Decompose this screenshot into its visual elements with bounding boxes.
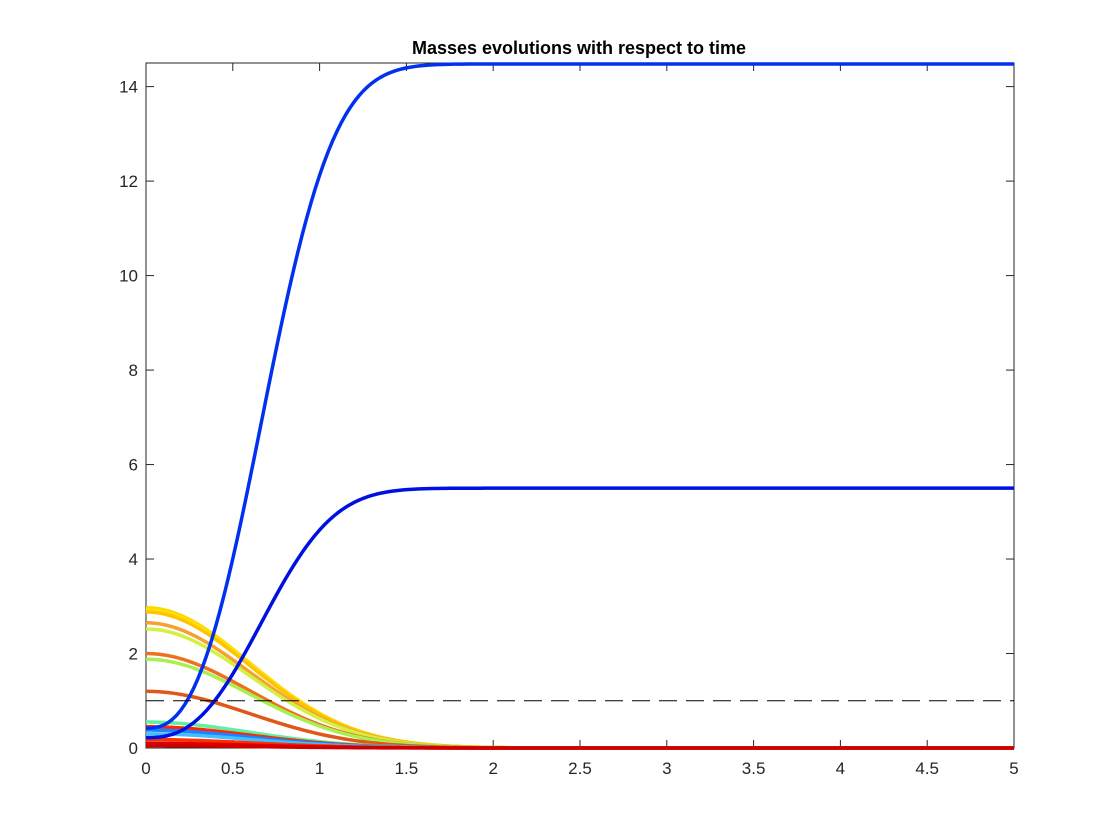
x-tick-label: 2.5 [568, 759, 592, 778]
y-tick-label: 8 [129, 361, 138, 380]
y-tick-label: 2 [129, 645, 138, 664]
x-tick-label: 0.5 [221, 759, 245, 778]
x-tick-label: 3 [662, 759, 671, 778]
y-tick-label: 4 [129, 550, 138, 569]
series-line-16 [145, 62, 1014, 730]
x-tick-label: 4.5 [915, 759, 939, 778]
x-tick-label: 5 [1009, 759, 1018, 778]
x-tick-label: 1.5 [395, 759, 419, 778]
y-tick-label: 10 [119, 267, 138, 286]
x-tick-label: 0 [141, 759, 150, 778]
y-tick-label: 12 [119, 172, 138, 191]
y-tick-label: 6 [129, 456, 138, 475]
x-tick-label: 3.5 [742, 759, 766, 778]
x-tick-label: 2 [488, 759, 497, 778]
x-tick-label: 1 [315, 759, 324, 778]
chart-title: Masses evolutions with respect to time [412, 38, 746, 58]
plot-area: 0 0.5 1 1.5 2 2.5 3 3.5 4 4.5 5 0 2 4 6 8 10 12 14 [119, 62, 1019, 778]
series-line-15 [146, 743, 1014, 750]
y-tick-label: 14 [119, 78, 138, 97]
x-tick-label: 4 [836, 759, 845, 778]
series-line-17 [145, 486, 1014, 740]
y-tick-label: 0 [129, 739, 138, 758]
